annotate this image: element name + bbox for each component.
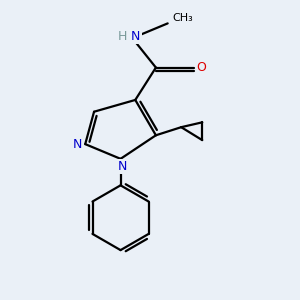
Text: CH₃: CH₃ [172,13,193,23]
Text: N: N [73,138,82,151]
Text: N: N [117,160,127,173]
Text: N: N [131,30,141,43]
Text: H: H [118,30,128,43]
Text: O: O [196,61,206,74]
